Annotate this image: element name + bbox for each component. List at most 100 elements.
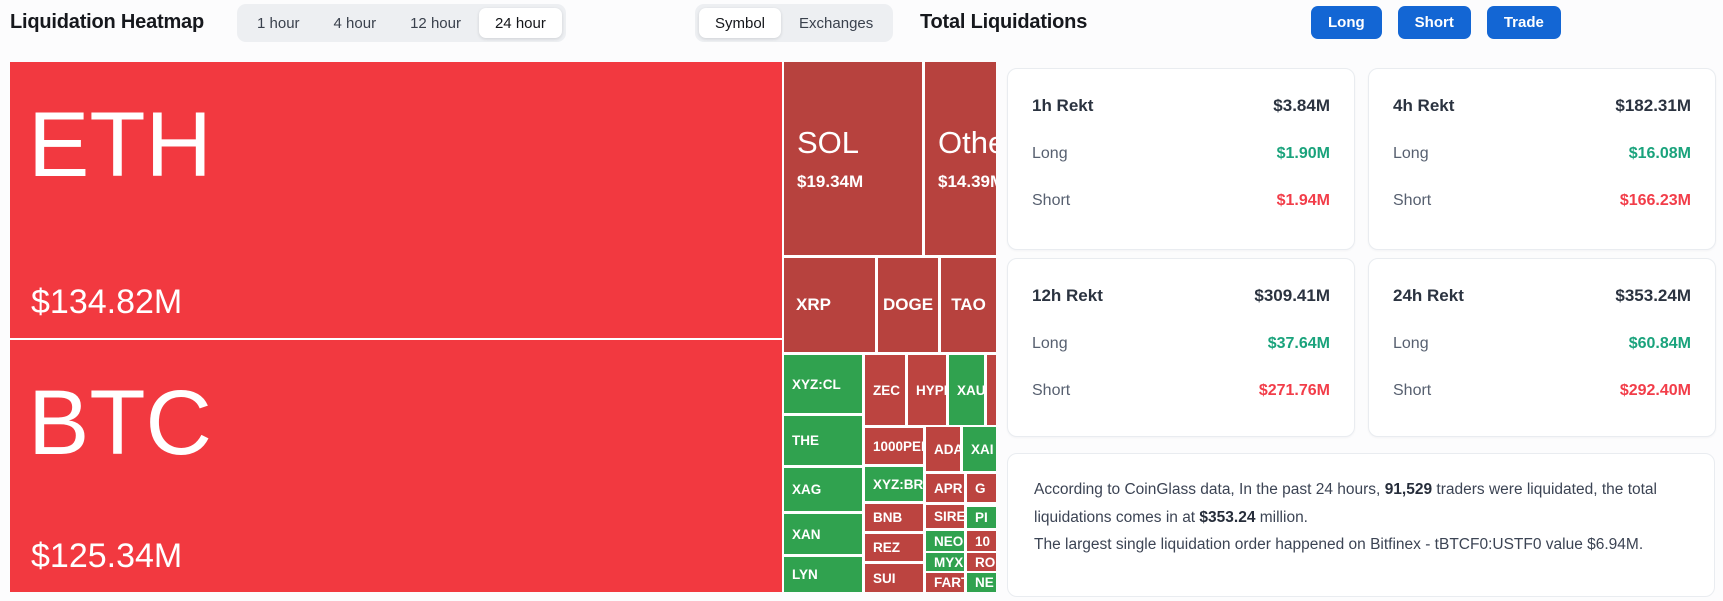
long-row: Long $16.08M [1393,145,1691,163]
long-row: Long $1.90M [1032,145,1330,163]
heatmap-tile-fartcoin[interactable]: FARTCOIN [926,573,964,592]
time-filter-12-hour[interactable]: 12 hour [394,8,477,38]
heatmap-tile-xrp[interactable]: XRP [784,258,875,352]
card-24h-rekt: 24h Rekt $353.24M Long $60.84M Short $292.40M [1368,258,1716,437]
heatmap-tile-the[interactable]: THE [784,416,862,465]
tile-symbol: 10 [975,533,991,549]
tile-symbol: G [975,480,986,496]
heatmap-tile-rez[interactable]: REZ [865,534,923,561]
heatmap-tile-bnb[interactable]: BNB [865,504,923,531]
long-value: $60.84M [1628,335,1691,352]
summary-line: According to CoinGlass data, In the past… [1034,476,1688,531]
card-title: 4h Rekt [1393,96,1455,115]
summary-line: The largest single liquidation order hap… [1034,531,1688,559]
long-value: $37.64M [1267,335,1330,352]
short-label: Short [1032,382,1071,399]
short-row: Short $292.40M [1393,382,1691,400]
heatmap-tile-lyn[interactable]: LYN [784,557,862,592]
tile-symbol: ZEC [873,382,900,398]
time-filter-group: 1 hour 4 hour 12 hour 24 hour [237,4,566,42]
heatmap-tile-sui[interactable]: SUI [865,564,923,592]
heatmap-tile-apr[interactable]: APR [926,474,964,502]
heatmap-tile-xan[interactable]: XAN [784,514,862,554]
long-row: Long $60.84M [1393,335,1691,353]
page-title: Liquidation Heatmap [10,11,204,33]
heatmap-tile-sire[interactable]: SIRE [926,505,964,528]
card-total-value: $309.41M [1254,286,1330,305]
heatmap-tile-ne[interactable]: NE [967,573,996,592]
heatmap-tile-hype[interactable]: HYPE [908,355,946,425]
card-total-value: $353.24M [1615,286,1691,305]
card-header-row: 1h Rekt $3.84M [1032,96,1330,116]
short-button[interactable]: Short [1397,6,1471,39]
tile-symbol: XAI [971,441,994,457]
heatmap-tile-tao[interactable]: TAO [941,258,996,352]
long-label: Long [1393,145,1429,162]
heatmap-tile-ada[interactable]: ADA [926,427,960,471]
summary-highlight: $353.24 [1199,508,1256,526]
heatmap-tile-doge[interactable]: DOGE [878,258,938,352]
heatmap-tile-ro[interactable]: RO [967,553,996,571]
tile-symbol: HYPE [916,382,946,398]
long-label: Long [1393,335,1429,352]
heatmap-tile-xag[interactable]: XAG [784,468,862,511]
heatmap-tile-1000pepe[interactable]: 1000PEPE [865,428,923,464]
long-row: Long $37.64M [1032,335,1330,353]
tile-symbol: LYN [792,567,818,582]
card-header-row: 4h Rekt $182.31M [1393,96,1691,116]
tile-value: $19.34M [797,172,864,191]
tile-value: $125.34M [31,537,183,575]
heatmap-tile-10[interactable]: 10 [967,531,996,551]
tile-symbol: SUI [873,570,896,586]
card-header-row: 24h Rekt $353.24M [1393,286,1691,306]
heatmap-tile-unknown[interactable] [987,355,996,425]
time-filter-1-hour[interactable]: 1 hour [241,8,316,38]
action-buttons: Long Short Trade [1311,6,1561,39]
tile-symbol: SOL [797,125,860,160]
heatmap-tile-xyz-cl[interactable]: XYZ:CL [784,355,862,413]
card-title: 1h Rekt [1032,96,1094,115]
card-title: 12h Rekt [1032,286,1103,305]
heatmap-tile-eth[interactable]: ETH $134.82M [10,62,782,338]
short-value: $166.23M [1619,192,1691,209]
heatmap-tile-btc[interactable]: BTC $125.34M [10,340,782,592]
view-toggle-exchanges[interactable]: Exchanges [783,8,889,38]
card-total-value: $3.84M [1273,96,1330,115]
heatmap-tile-xai[interactable]: XAI [963,427,996,471]
heatmap-tile-sol[interactable]: SOL $19.34M [784,62,922,255]
heatmap-tile-g[interactable]: G [967,474,996,502]
liquidation-heatmap: ETH $134.82M BTC $125.34M SOL $19.34M Others $1… [10,62,996,592]
short-label: Short [1393,192,1432,209]
tile-symbol: XAUT [957,382,984,398]
card-4h-rekt: 4h Rekt $182.31M Long $16.08M Short $166.23M [1368,68,1716,250]
view-toggle-symbol[interactable]: Symbol [699,8,782,38]
heatmap-tile-myx[interactable]: MYX [926,553,964,571]
heatmap-tile-neo[interactable]: NEO [926,531,964,551]
trade-button[interactable]: Trade [1486,6,1561,39]
tile-symbol: XAG [792,482,822,497]
tile-symbol: XRP [796,295,831,314]
tile-symbol: NE [975,575,994,590]
tile-value: $134.82M [31,283,183,321]
long-button[interactable]: Long [1311,6,1382,39]
card-header-row: 12h Rekt $309.41M [1032,286,1330,306]
tile-symbol: NEO [934,533,964,549]
card-1h-rekt: 1h Rekt $3.84M Long $1.90M Short $1.94M [1007,68,1355,250]
tile-symbol: MYX [934,554,964,570]
time-filter-24-hour[interactable]: 24 hour [478,8,562,38]
heatmap-tile-others[interactable]: Others $14.39M [925,62,996,255]
tile-value: $14.39M [938,172,996,191]
short-row: Short $271.76M [1032,382,1330,400]
long-value: $1.90M [1276,145,1330,162]
heatmap-tile-xyz-br[interactable]: XYZ:BR [865,467,923,501]
tile-symbol: THE [792,433,819,448]
heatmap-tile-zec[interactable]: ZEC [865,355,905,425]
heatmap-tile-xaut[interactable]: XAUT [949,355,984,425]
tile-symbol: RO [975,554,996,570]
summary-text: traders were liquidated, the total liqui… [1034,481,1657,526]
short-value: $292.40M [1619,382,1691,399]
time-filter-4-hour[interactable]: 4 hour [318,8,393,38]
heatmap-tile-pi[interactable]: PI [967,507,996,528]
tile-symbol: APR [934,480,963,496]
tile-symbol: XYZ:BR [873,476,923,492]
